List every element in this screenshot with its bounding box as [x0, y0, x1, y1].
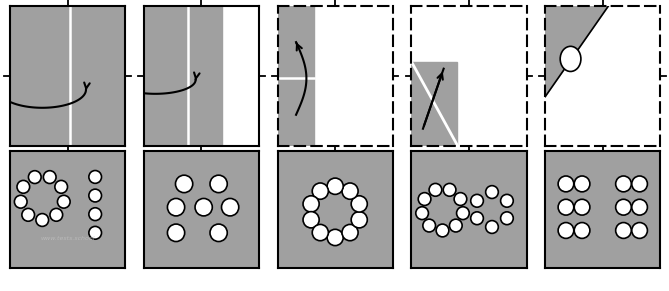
- Circle shape: [342, 224, 358, 241]
- Text: Q: Q: [597, 171, 608, 184]
- Circle shape: [415, 207, 428, 220]
- Circle shape: [167, 198, 185, 216]
- Circle shape: [574, 199, 590, 215]
- Text: N: N: [330, 171, 341, 184]
- Circle shape: [444, 183, 456, 196]
- Circle shape: [43, 171, 56, 184]
- Circle shape: [195, 198, 212, 216]
- Circle shape: [351, 196, 367, 212]
- Circle shape: [351, 212, 367, 228]
- Circle shape: [17, 180, 29, 193]
- Circle shape: [89, 226, 102, 239]
- Circle shape: [574, 223, 590, 238]
- Text: L: L: [64, 171, 72, 184]
- Circle shape: [429, 183, 442, 196]
- Circle shape: [55, 180, 68, 193]
- Circle shape: [454, 193, 467, 205]
- Circle shape: [471, 194, 484, 207]
- Circle shape: [615, 199, 632, 215]
- Circle shape: [418, 193, 431, 205]
- Bar: [144, 6, 222, 146]
- Circle shape: [210, 224, 227, 242]
- Circle shape: [312, 183, 328, 199]
- Circle shape: [36, 214, 49, 226]
- Circle shape: [327, 229, 343, 246]
- Circle shape: [574, 176, 590, 192]
- Bar: [278, 6, 314, 146]
- Circle shape: [558, 199, 574, 215]
- Circle shape: [615, 223, 632, 238]
- Circle shape: [500, 194, 513, 207]
- Text: P: P: [464, 171, 474, 184]
- Text: M: M: [195, 171, 207, 184]
- Circle shape: [175, 175, 193, 193]
- Circle shape: [303, 212, 319, 228]
- Circle shape: [58, 195, 70, 208]
- Circle shape: [560, 46, 581, 72]
- Circle shape: [50, 208, 63, 221]
- Bar: [411, 62, 458, 146]
- Circle shape: [632, 223, 648, 238]
- Circle shape: [221, 198, 239, 216]
- Circle shape: [342, 183, 358, 199]
- Circle shape: [89, 208, 102, 221]
- Circle shape: [210, 175, 227, 193]
- Circle shape: [632, 199, 648, 215]
- Circle shape: [89, 189, 102, 202]
- Circle shape: [167, 224, 185, 242]
- Circle shape: [303, 196, 319, 212]
- Circle shape: [558, 223, 574, 238]
- Circle shape: [500, 212, 513, 225]
- Circle shape: [312, 224, 328, 241]
- Text: www.tests.school: www.tests.school: [40, 236, 95, 241]
- Circle shape: [89, 171, 102, 183]
- Circle shape: [423, 219, 436, 232]
- Circle shape: [15, 195, 27, 208]
- Circle shape: [486, 186, 498, 198]
- Circle shape: [22, 208, 35, 221]
- Circle shape: [558, 176, 574, 192]
- Circle shape: [632, 176, 648, 192]
- Circle shape: [327, 178, 343, 194]
- Circle shape: [29, 171, 41, 184]
- Circle shape: [456, 207, 469, 220]
- Circle shape: [436, 224, 449, 237]
- Circle shape: [450, 219, 462, 232]
- Circle shape: [486, 221, 498, 233]
- Polygon shape: [545, 6, 609, 97]
- Circle shape: [615, 176, 632, 192]
- Circle shape: [471, 212, 484, 225]
